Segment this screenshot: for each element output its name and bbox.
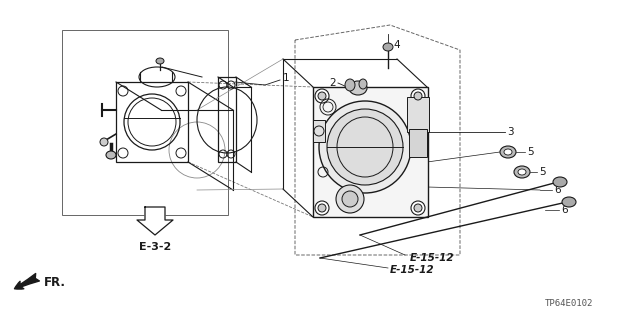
- Text: FR.: FR.: [44, 276, 66, 290]
- Ellipse shape: [514, 166, 530, 178]
- Ellipse shape: [315, 201, 329, 215]
- Bar: [218, 77, 236, 162]
- Ellipse shape: [504, 149, 512, 155]
- Ellipse shape: [342, 191, 358, 207]
- Ellipse shape: [359, 79, 367, 89]
- Ellipse shape: [336, 185, 364, 213]
- Ellipse shape: [383, 43, 393, 51]
- Text: 6: 6: [554, 185, 561, 195]
- Text: 1: 1: [283, 73, 290, 83]
- Ellipse shape: [414, 92, 422, 100]
- Ellipse shape: [349, 81, 367, 95]
- Ellipse shape: [318, 204, 326, 212]
- Ellipse shape: [411, 89, 425, 103]
- Text: 2: 2: [330, 78, 336, 88]
- Bar: [407, 97, 429, 132]
- Text: 6: 6: [561, 205, 568, 215]
- Ellipse shape: [414, 204, 422, 212]
- Ellipse shape: [500, 146, 516, 158]
- Text: E-3-2: E-3-2: [139, 242, 171, 252]
- Ellipse shape: [327, 109, 403, 185]
- Ellipse shape: [315, 89, 329, 103]
- Ellipse shape: [318, 92, 326, 100]
- Bar: [313, 87, 428, 217]
- Text: 5: 5: [539, 167, 546, 177]
- Ellipse shape: [411, 201, 425, 215]
- Polygon shape: [137, 207, 173, 235]
- Bar: [409, 129, 427, 157]
- Ellipse shape: [106, 151, 116, 159]
- Text: E-15-12: E-15-12: [390, 265, 435, 275]
- Ellipse shape: [562, 197, 576, 207]
- Text: 4: 4: [393, 40, 399, 50]
- Ellipse shape: [319, 101, 411, 193]
- Text: E-15-12: E-15-12: [410, 253, 454, 263]
- Text: 3: 3: [507, 127, 514, 137]
- Ellipse shape: [100, 138, 108, 146]
- Text: 5: 5: [527, 147, 534, 157]
- Text: TP64E0102: TP64E0102: [545, 299, 593, 308]
- Bar: [62, 30, 228, 215]
- Bar: [313, 120, 325, 142]
- Ellipse shape: [518, 169, 526, 175]
- Ellipse shape: [156, 58, 164, 64]
- Ellipse shape: [345, 79, 355, 91]
- Ellipse shape: [553, 177, 567, 187]
- Bar: [116, 82, 188, 162]
